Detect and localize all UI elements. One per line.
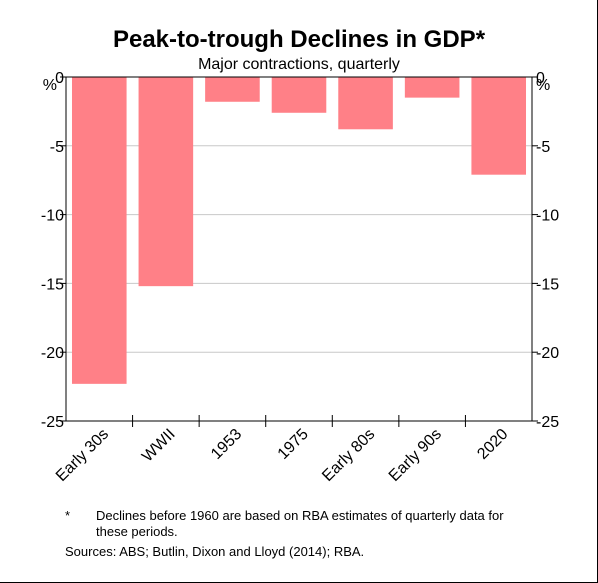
y-tick-label-left: -5 bbox=[50, 139, 64, 156]
y-axis-unit-right: % bbox=[536, 77, 550, 94]
y-tick-label-right: -10 bbox=[536, 208, 559, 225]
x-tick-label: WWII bbox=[139, 426, 179, 466]
footnote-mark: * bbox=[65, 508, 71, 523]
gridlines bbox=[66, 145, 532, 353]
y-tick-label-left: -20 bbox=[41, 345, 64, 362]
sources-note: Sources: ABS; Butlin, Dixon and Lloyd (2… bbox=[65, 544, 365, 559]
bars bbox=[71, 77, 527, 384]
y-tick-label-right: -5 bbox=[536, 139, 550, 156]
y-tick-label-right: -20 bbox=[536, 345, 559, 362]
bar bbox=[471, 77, 527, 175]
bar bbox=[71, 77, 127, 384]
bar bbox=[404, 77, 460, 98]
y-tick-label-right: -25 bbox=[536, 414, 559, 431]
chart-subtitle: Major contractions, quarterly bbox=[198, 56, 400, 73]
footnote-text: Declines before 1960 are based on RBA es… bbox=[96, 508, 504, 539]
x-tick-label: Early 80s bbox=[319, 426, 378, 485]
x-tick-label: Early 90s bbox=[386, 426, 445, 485]
plot-border bbox=[65, 76, 533, 422]
y-tick-label-left: -10 bbox=[41, 208, 64, 225]
y-tick-label-left: 0 bbox=[55, 70, 64, 87]
y-tick-label-left: -25 bbox=[41, 414, 64, 431]
x-tick-label: Early 30s bbox=[53, 426, 112, 485]
bar bbox=[338, 77, 393, 130]
x-tick-label: 2020 bbox=[474, 426, 511, 463]
y-tick-label-right: 0 bbox=[536, 70, 545, 87]
y-axis-unit-left: % bbox=[43, 77, 57, 94]
y-tick-label-left: -15 bbox=[41, 276, 64, 293]
y-tick-label-right: -15 bbox=[536, 276, 559, 293]
x-tick-label: 1975 bbox=[275, 426, 312, 463]
bar bbox=[271, 77, 327, 113]
chart: Peak-to-trough Declines in GDP* Major co… bbox=[41, 26, 559, 485]
bar bbox=[205, 77, 260, 102]
bar bbox=[138, 77, 194, 287]
chart-title: Peak-to-trough Declines in GDP* bbox=[113, 26, 486, 53]
x-tick-label: 1953 bbox=[208, 426, 245, 463]
